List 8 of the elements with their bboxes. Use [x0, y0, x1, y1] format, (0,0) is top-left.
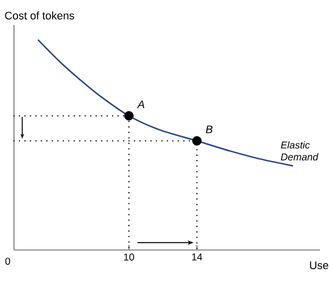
annotation: B [206, 126, 212, 134]
x-tick-label: 14 [192, 254, 202, 260]
y-axis-title: Cost of tokens [5, 11, 74, 20]
annotation: A [136, 100, 144, 108]
x-axis-title: Use [310, 262, 328, 270]
text: 0 [5, 258, 10, 265]
x-tick-label: 10 [124, 254, 134, 261]
series-label: Elastic Demand [280, 141, 318, 160]
